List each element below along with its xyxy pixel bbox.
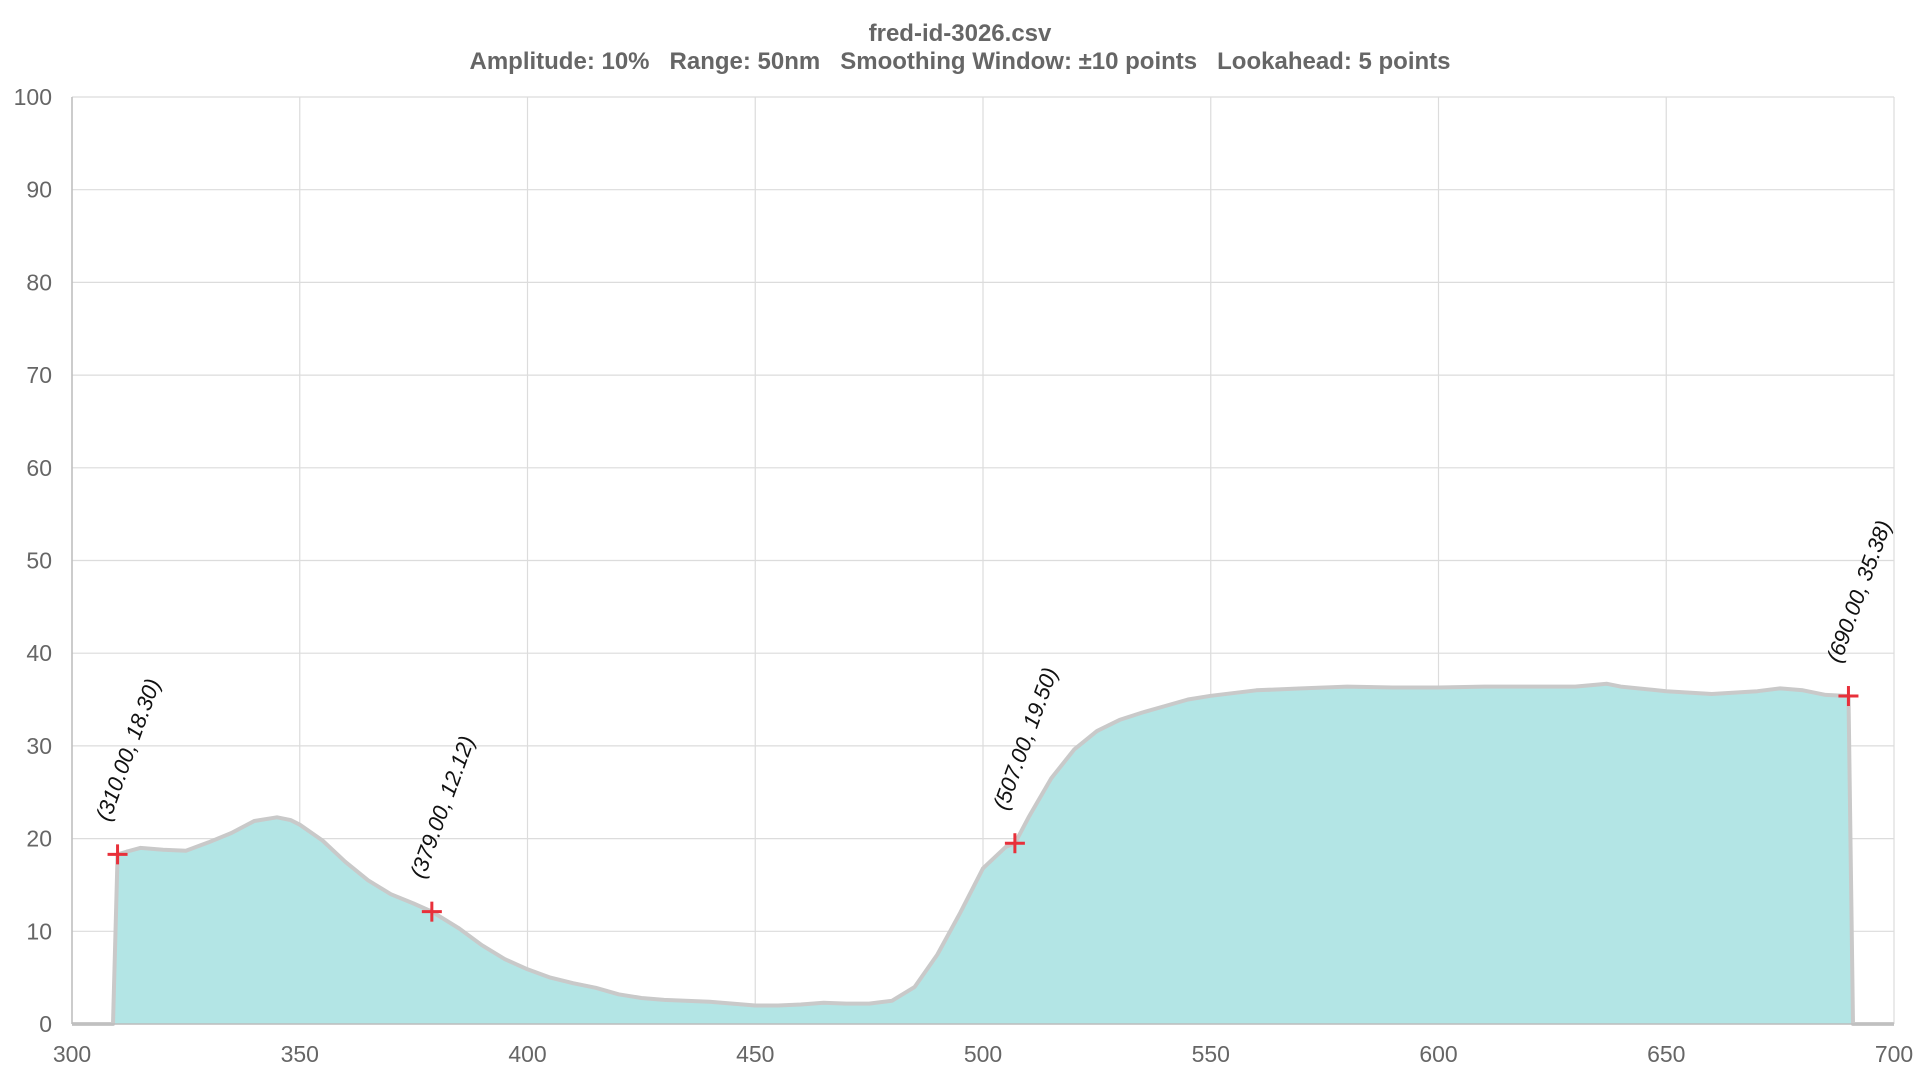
chart-title: fred-id-3026.csv <box>869 20 1052 47</box>
peak-marker: (379.00, 12.12) <box>405 733 480 922</box>
x-tick-label: 450 <box>736 1041 774 1067</box>
y-tick-label: 30 <box>26 733 52 759</box>
y-tick-label: 40 <box>26 640 52 666</box>
peak-marker: (690.00, 35.38) <box>1822 517 1897 707</box>
peak-label: (379.00, 12.12) <box>405 733 480 882</box>
peak-label: (310.00, 18.30) <box>91 675 166 824</box>
chart-subtitle: Amplitude: 10% Range: 50nm Smoothing Win… <box>469 48 1450 75</box>
axes <box>71 97 1894 1025</box>
peak-marker: (310.00, 18.30) <box>91 675 166 865</box>
y-tick-label: 80 <box>26 269 52 295</box>
y-tick-label: 10 <box>26 918 52 944</box>
x-tick-label: 600 <box>1419 1041 1457 1067</box>
y-tick-label: 20 <box>26 826 52 852</box>
series-area <box>72 683 1894 1024</box>
data-area <box>72 681 1894 1026</box>
y-tick-label: 70 <box>26 362 52 388</box>
x-tick-label: 500 <box>964 1041 1002 1067</box>
y-tick-label: 0 <box>39 1011 52 1037</box>
series-line <box>72 681 1894 1026</box>
x-tick-label: 550 <box>1192 1041 1230 1067</box>
y-tick-label: 60 <box>26 455 52 481</box>
tick-labels: 0 10 20 30 40 50 60 70 80 90 100 300 350 400 450 500 550… <box>14 84 1914 1067</box>
x-tick-label: 400 <box>508 1041 546 1067</box>
x-tick-label: 350 <box>281 1041 319 1067</box>
y-tick-label: 50 <box>26 548 52 574</box>
peak-label: (690.00, 35.38) <box>1822 517 1897 666</box>
x-tick-label: 700 <box>1875 1041 1913 1067</box>
y-tick-label: 100 <box>14 84 52 110</box>
x-tick-label: 300 <box>53 1041 91 1067</box>
y-tick-label: 90 <box>26 177 52 203</box>
x-tick-label: 650 <box>1647 1041 1685 1067</box>
